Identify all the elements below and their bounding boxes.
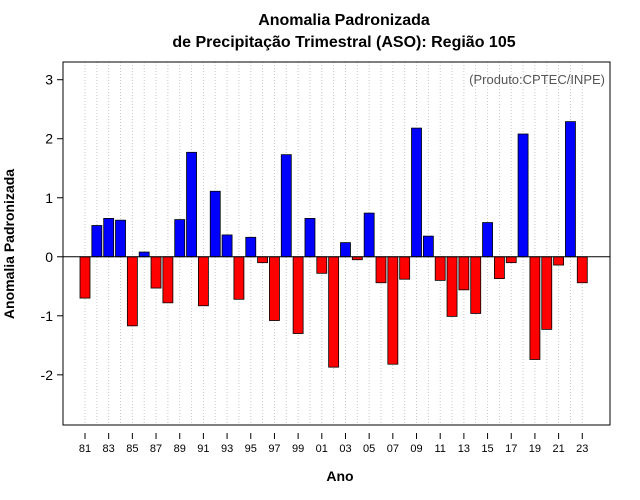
bar-85 xyxy=(126,256,138,327)
x-tick-label: 81 xyxy=(79,443,91,455)
y-tick-label: 1 xyxy=(45,190,53,206)
x-tick-label: 21 xyxy=(552,443,564,455)
bar-94 xyxy=(233,256,245,300)
y-axis-label: Anomalia Padronizada xyxy=(1,169,17,319)
y-axis: -2 -1 0 1 2 3 xyxy=(41,72,63,383)
bar-84 xyxy=(115,219,126,258)
x-tick-label: 07 xyxy=(387,443,399,455)
x-tick-label: 13 xyxy=(458,443,470,455)
bar-90 xyxy=(186,151,197,258)
bar-82 xyxy=(91,225,103,258)
y-tick-label: -1 xyxy=(41,308,54,324)
source-annotation: (Produto:CPTEC/INPE) xyxy=(469,72,605,87)
bar-06 xyxy=(375,256,387,284)
bar-11 xyxy=(434,256,446,281)
bar-92 xyxy=(209,190,221,258)
x-tick-label: 05 xyxy=(363,443,375,455)
x-tick-label: 91 xyxy=(197,443,209,455)
bar-09 xyxy=(411,127,422,258)
bar-16 xyxy=(493,256,505,280)
bar-15 xyxy=(482,222,493,258)
bar-13 xyxy=(458,256,470,291)
bar-03 xyxy=(340,242,351,258)
bar-81 xyxy=(79,256,91,299)
bar-02 xyxy=(328,256,340,368)
bar-91 xyxy=(197,256,209,307)
bar-05 xyxy=(363,212,375,258)
x-tick-label: 01 xyxy=(316,443,328,455)
bars-group xyxy=(79,121,588,368)
y-tick-label: 0 xyxy=(45,249,53,265)
x-axis-label: Ano xyxy=(326,468,353,484)
x-tick-label: 03 xyxy=(339,443,351,455)
bar-83 xyxy=(103,218,115,258)
y-tick-label: 3 xyxy=(45,72,53,88)
x-tick-label: 97 xyxy=(268,443,280,455)
y-tick-label: 2 xyxy=(45,131,53,147)
x-tick-label: 11 xyxy=(434,443,445,455)
x-tick-label: 99 xyxy=(292,443,304,455)
y-tick-label: -2 xyxy=(41,367,54,383)
x-tick-label: 95 xyxy=(245,443,257,455)
x-tick-label: 83 xyxy=(103,443,115,455)
x-tick-label: 15 xyxy=(481,443,493,455)
bar-10 xyxy=(422,235,434,258)
bar-98 xyxy=(280,154,292,258)
grid-lines xyxy=(84,62,583,425)
bar-99 xyxy=(292,256,304,334)
bar-87 xyxy=(150,256,162,289)
bar-01 xyxy=(316,256,328,274)
x-tick-label: 09 xyxy=(410,443,422,455)
chart-title: Anomalia Padronizada xyxy=(258,12,430,29)
bar-22 xyxy=(565,121,576,258)
bar-88 xyxy=(162,256,174,304)
bar-19 xyxy=(529,256,541,360)
plot-frame xyxy=(62,61,611,426)
bar-95 xyxy=(245,236,257,258)
bar-89 xyxy=(174,219,186,258)
bar-14 xyxy=(470,256,482,314)
bar-96 xyxy=(257,256,269,264)
bar-00 xyxy=(304,218,316,258)
x-tick-label: 17 xyxy=(505,443,517,455)
x-tick-label: 87 xyxy=(150,443,162,455)
bar-07 xyxy=(387,256,399,365)
bar-12 xyxy=(446,256,458,317)
bar-20 xyxy=(541,256,553,330)
bar-21 xyxy=(553,256,564,266)
x-tick-label: 23 xyxy=(576,443,588,455)
x-axis: 81 83 85 87 89 91 93 95 97 99 01 03 05 07 09 11 13 15 17 19… xyxy=(79,433,588,455)
x-tick-label: 93 xyxy=(221,443,233,455)
chart-subtitle: de Precipitação Trimestral (ASO): Região… xyxy=(172,34,515,51)
x-tick-label: 85 xyxy=(126,443,138,455)
x-tick-label: 89 xyxy=(174,443,186,455)
bar-93 xyxy=(221,234,233,258)
bar-08 xyxy=(399,256,411,280)
bar-97 xyxy=(269,256,280,321)
bar-86 xyxy=(138,251,150,258)
x-tick-label: 19 xyxy=(529,443,541,455)
bar-17 xyxy=(505,256,517,264)
bar-18 xyxy=(517,133,529,258)
bar-23 xyxy=(576,256,588,284)
